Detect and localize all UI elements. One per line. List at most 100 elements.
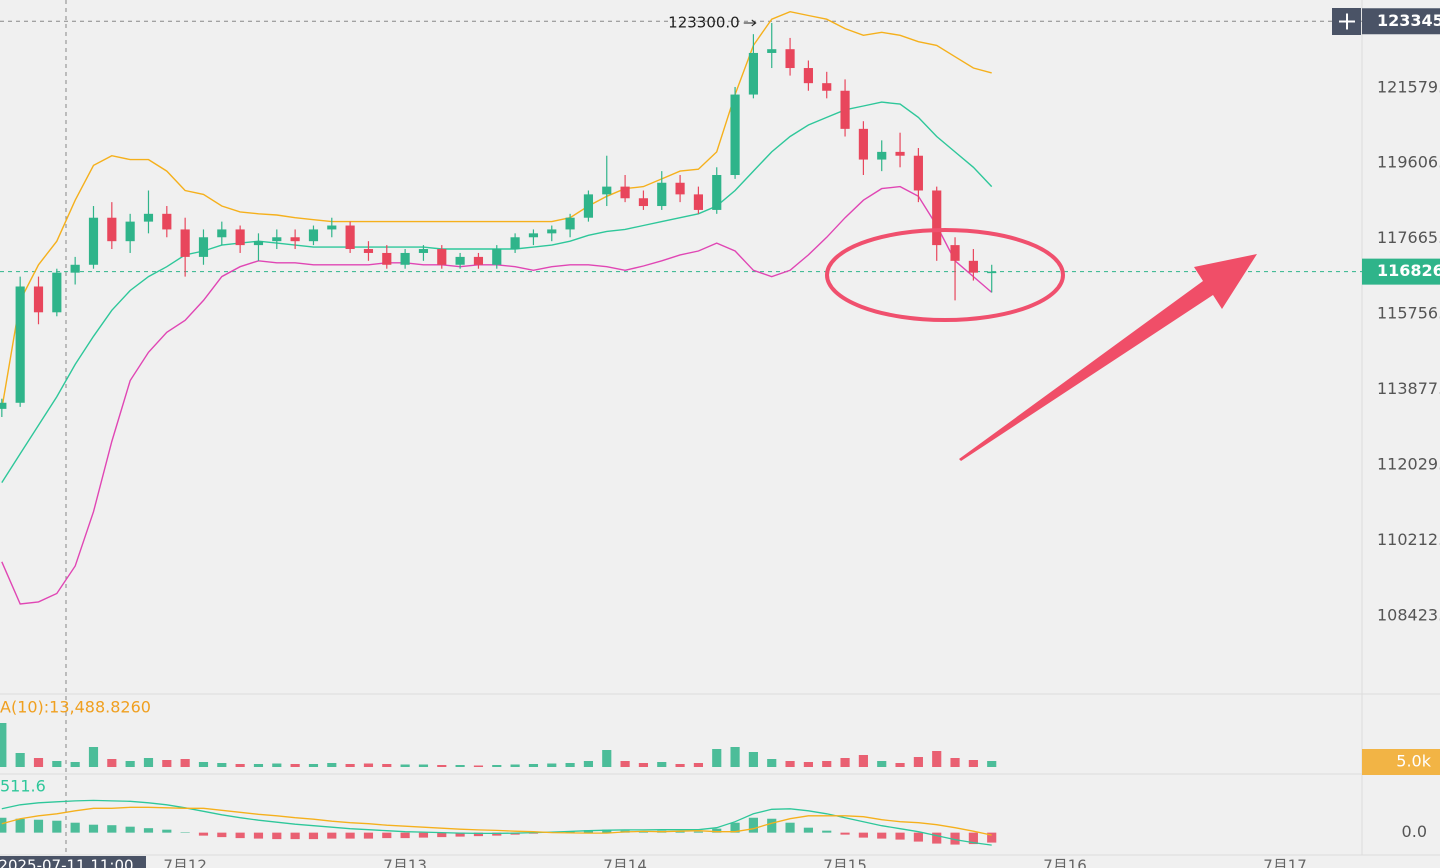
candle-body bbox=[895, 151, 905, 156]
volume-bar bbox=[895, 763, 905, 767]
macd-bar bbox=[217, 832, 227, 838]
candle-body bbox=[968, 260, 978, 273]
candle-body bbox=[858, 128, 868, 160]
macd-bar bbox=[748, 817, 758, 833]
volume-bar bbox=[143, 758, 154, 767]
volume-bar bbox=[693, 763, 703, 767]
macd-bar bbox=[583, 830, 594, 833]
x-tick-label: 7月14 bbox=[603, 857, 647, 868]
volume-bar bbox=[327, 763, 337, 767]
candle-body bbox=[675, 182, 685, 195]
volume-bar bbox=[400, 764, 410, 767]
macd-bar bbox=[345, 832, 355, 839]
candle-body bbox=[455, 256, 465, 265]
macd-bar bbox=[52, 820, 62, 833]
macd-bar bbox=[913, 832, 923, 842]
volume-bar bbox=[363, 763, 374, 767]
candle-body bbox=[437, 249, 447, 265]
volume-bar bbox=[620, 761, 630, 767]
macd-bar bbox=[253, 832, 264, 839]
macd-bar bbox=[932, 832, 942, 844]
volume-bar bbox=[345, 764, 355, 767]
crosshair-time-label: 2025-07-11 11:00 bbox=[0, 857, 134, 868]
volume-bar bbox=[253, 764, 264, 767]
candle-body bbox=[730, 94, 740, 176]
volume-bar bbox=[217, 763, 227, 767]
candle-body bbox=[253, 241, 264, 246]
x-tick-label: 7月12 bbox=[163, 857, 207, 868]
macd-bar bbox=[327, 832, 337, 839]
macd-bar bbox=[308, 832, 319, 840]
volume-bar bbox=[913, 757, 923, 767]
macd-bar bbox=[803, 827, 813, 833]
plus-icon bbox=[1339, 13, 1355, 30]
volume-bar bbox=[840, 758, 850, 767]
candle-body bbox=[510, 237, 520, 250]
candle-body bbox=[712, 175, 722, 210]
macd-bar bbox=[235, 832, 245, 839]
volume-bar bbox=[528, 764, 539, 767]
volume-bar bbox=[162, 760, 172, 767]
volume-bar bbox=[602, 750, 612, 767]
candle-body bbox=[473, 256, 484, 265]
volume-bar bbox=[565, 763, 575, 767]
volume-bar bbox=[235, 764, 245, 767]
y-tick-label: 117665. bbox=[1377, 228, 1440, 247]
candle-body bbox=[822, 83, 832, 91]
x-tick-label: 7月16 bbox=[1043, 857, 1087, 868]
volume-bar bbox=[473, 765, 484, 767]
volume-bar bbox=[712, 749, 722, 767]
y-tick-label: 112029. bbox=[1377, 454, 1440, 473]
macd-bar bbox=[107, 825, 117, 833]
macd-bar bbox=[125, 826, 135, 833]
macd-bar bbox=[785, 822, 795, 833]
volume-bar bbox=[785, 761, 795, 767]
volume-marker-box bbox=[1362, 749, 1440, 775]
macd-bar bbox=[382, 832, 392, 839]
candle-body bbox=[217, 229, 227, 238]
candle-body bbox=[803, 68, 813, 84]
y-tick-label: 115756. bbox=[1377, 304, 1440, 323]
y-tick-label: 108423. bbox=[1377, 605, 1440, 624]
volume-bar bbox=[547, 763, 557, 767]
macd-bar bbox=[693, 831, 703, 833]
macd-label: 511.6 bbox=[0, 777, 46, 796]
y-tick-label: 110212. bbox=[1377, 530, 1440, 549]
macd-bar bbox=[950, 832, 960, 845]
volume-bar bbox=[987, 761, 997, 767]
volume-bar bbox=[492, 765, 502, 767]
macd-bar bbox=[602, 829, 612, 833]
macd-bar bbox=[730, 822, 740, 833]
candle-body bbox=[327, 225, 337, 230]
macd-bar bbox=[987, 832, 997, 843]
candle-body bbox=[602, 186, 612, 195]
macd-zero-label: 0.0 bbox=[1402, 822, 1427, 841]
candle-body bbox=[748, 52, 758, 95]
candle-body bbox=[308, 229, 319, 242]
y-tick-label: 119606. bbox=[1377, 153, 1440, 172]
x-tick-label: 7月17 bbox=[1263, 857, 1307, 868]
candle-body bbox=[143, 213, 154, 222]
candle-body bbox=[877, 151, 887, 160]
crosshair-price-box bbox=[1362, 8, 1440, 35]
macd-bar bbox=[400, 832, 410, 839]
macd-bar bbox=[0, 817, 7, 833]
macd-bar bbox=[290, 832, 300, 840]
macd-bar bbox=[363, 832, 374, 839]
x-tick-label: 7月15 bbox=[823, 857, 867, 868]
volume-bar bbox=[198, 762, 209, 767]
candle-body bbox=[88, 217, 99, 265]
candle-body bbox=[565, 217, 575, 230]
volume-label: A(10):13,488.8260 bbox=[0, 698, 151, 717]
candle-body bbox=[418, 249, 429, 253]
candle-body bbox=[382, 252, 392, 265]
candle-body bbox=[785, 49, 795, 69]
macd-bar bbox=[143, 828, 154, 833]
candle-body bbox=[913, 155, 923, 191]
macd-bar bbox=[15, 818, 25, 833]
y-tick-label: 121579. bbox=[1377, 77, 1440, 96]
max-arrow bbox=[743, 19, 757, 27]
volume-bar bbox=[767, 759, 777, 767]
